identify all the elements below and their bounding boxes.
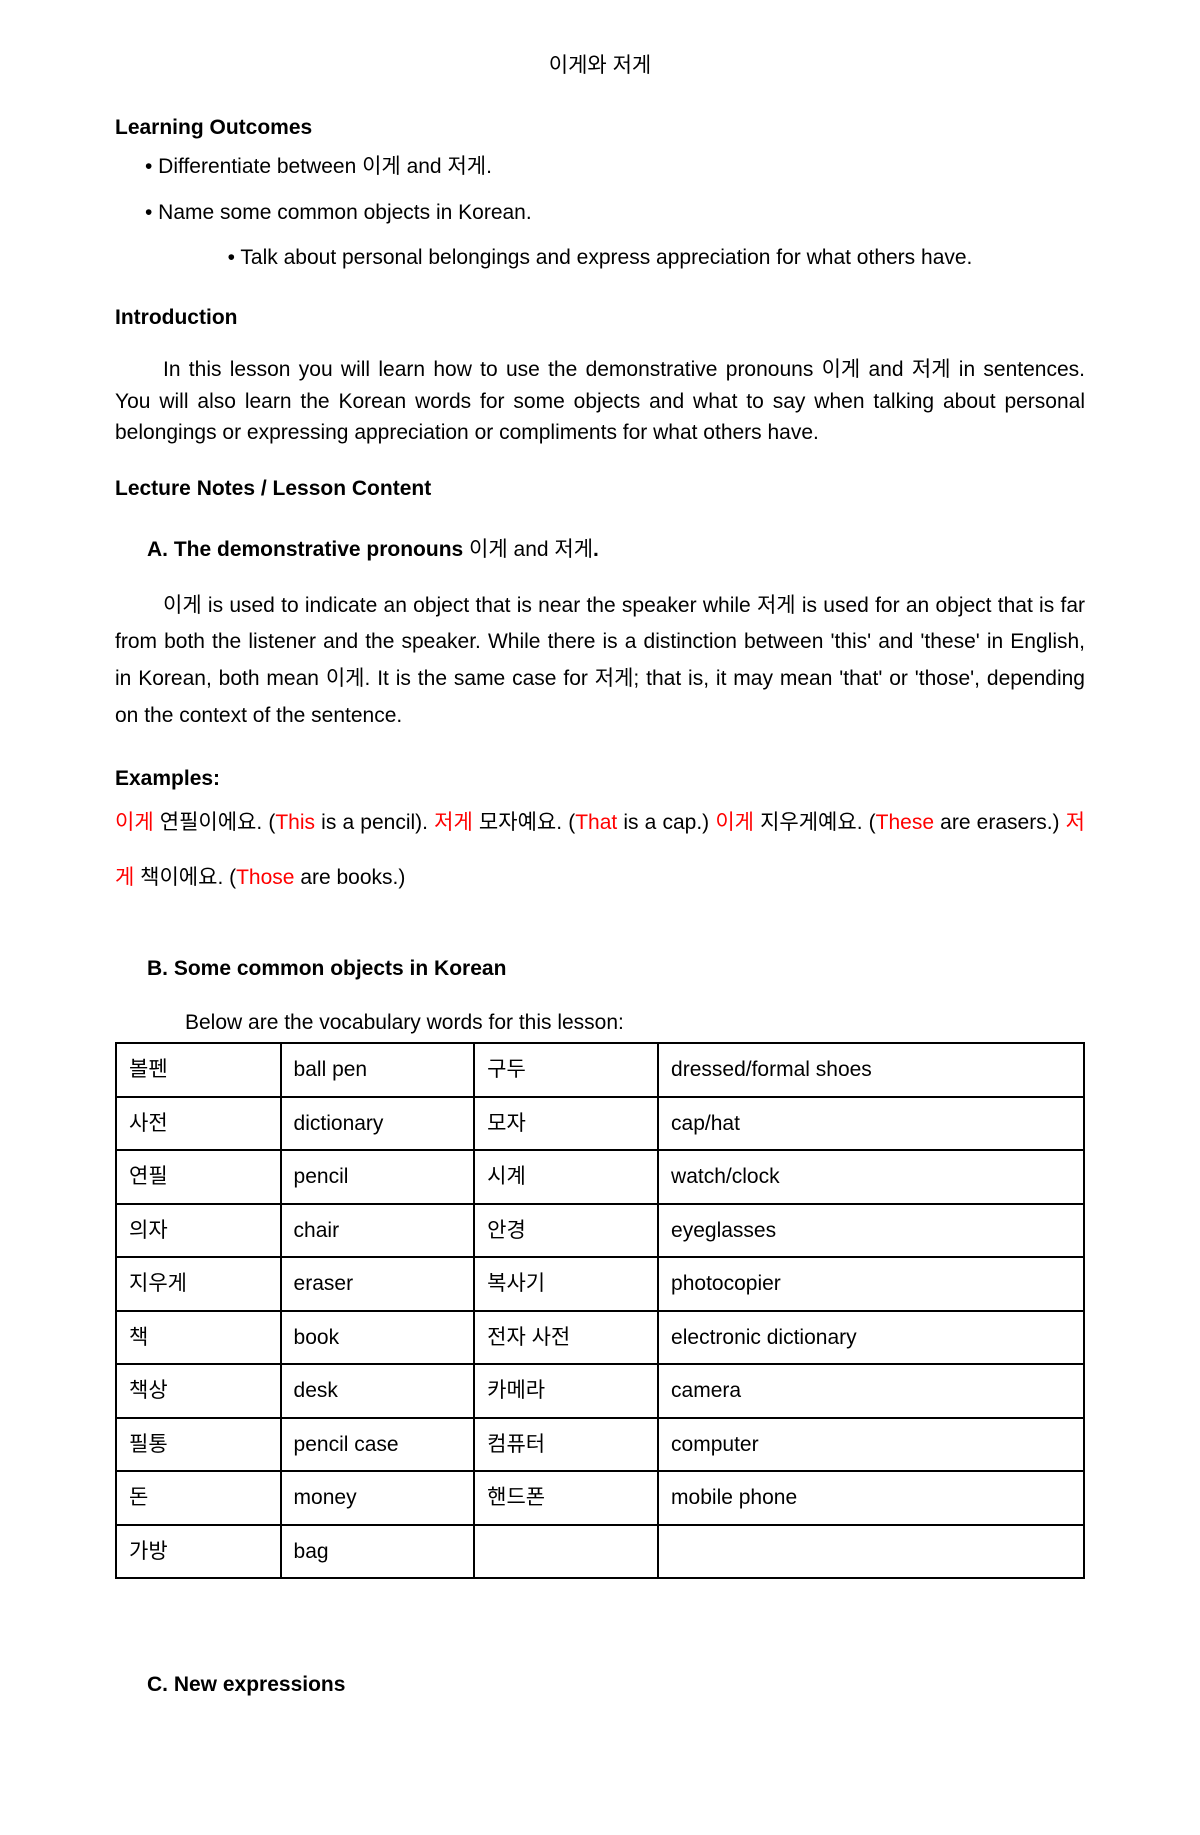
table-cell: chair bbox=[281, 1204, 475, 1258]
vocab-table: 볼펜ball pen구두dressed/formal shoes사전dictio… bbox=[115, 1042, 1085, 1579]
introduction-heading: Introduction bbox=[115, 302, 1085, 334]
example-text: 지우게예요. ( bbox=[754, 811, 876, 834]
example-red: 저게 bbox=[434, 811, 473, 834]
table-cell: ball pen bbox=[281, 1043, 475, 1097]
table-cell: pencil bbox=[281, 1150, 475, 1204]
document-page: 이게와 저게 Learning Outcomes • Differentiate… bbox=[0, 0, 1200, 1783]
example-red: Those bbox=[236, 866, 294, 889]
table-cell: electronic dictionary bbox=[658, 1311, 1084, 1365]
table-cell: eyeglasses bbox=[658, 1204, 1084, 1258]
outcome-text: • Name some common objects in Korean. bbox=[145, 201, 532, 224]
table-row: 책상desk카메라camera bbox=[116, 1364, 1084, 1418]
list-item: • Differentiate between 이게 and 저게. bbox=[115, 151, 1085, 183]
table-row: 책book전자 사전electronic dictionary bbox=[116, 1311, 1084, 1365]
table-row: 돈money핸드폰mobile phone bbox=[116, 1471, 1084, 1525]
example-red: 이게 bbox=[715, 811, 754, 834]
example-text: 책이에요. ( bbox=[134, 866, 236, 889]
table-row: 사전dictionary모자cap/hat bbox=[116, 1097, 1084, 1151]
table-cell: 핸드폰 bbox=[474, 1471, 658, 1525]
table-cell: 필통 bbox=[116, 1418, 281, 1472]
outcome-text: • Talk about personal belongings and exp… bbox=[228, 246, 973, 269]
list-item: • Talk about personal belongings and exp… bbox=[115, 242, 1085, 274]
example-text: is a cap.) bbox=[617, 811, 715, 834]
table-cell: photocopier bbox=[658, 1257, 1084, 1311]
table-cell: 볼펜 bbox=[116, 1043, 281, 1097]
table-cell: 구두 bbox=[474, 1043, 658, 1097]
table-cell: cap/hat bbox=[658, 1097, 1084, 1151]
lecture-notes-heading: Lecture Notes / Lesson Content bbox=[115, 473, 1085, 505]
table-cell: eraser bbox=[281, 1257, 475, 1311]
section-a-heading: A. The demonstrative pronouns 이게 and 저게. bbox=[147, 534, 1085, 566]
table-row: 볼펜ball pen구두dressed/formal shoes bbox=[116, 1043, 1084, 1097]
example-text: are erasers.) bbox=[934, 811, 1066, 834]
learning-outcomes-heading: Learning Outcomes bbox=[115, 112, 1085, 144]
learning-outcomes-list: • Differentiate between 이게 and 저게. • Nam… bbox=[115, 151, 1085, 274]
table-cell: 의자 bbox=[116, 1204, 281, 1258]
section-a-prefix: A. The demonstrative pronouns bbox=[147, 538, 469, 561]
table-cell: camera bbox=[658, 1364, 1084, 1418]
example-text: 모자예요. ( bbox=[473, 811, 575, 834]
table-cell: 사전 bbox=[116, 1097, 281, 1151]
table-row: 의자chair안경eyeglasses bbox=[116, 1204, 1084, 1258]
table-cell: computer bbox=[658, 1418, 1084, 1472]
table-row: 가방bag bbox=[116, 1525, 1084, 1579]
table-cell: money bbox=[281, 1471, 475, 1525]
example-red: 이게 bbox=[115, 811, 154, 834]
table-cell: pencil case bbox=[281, 1418, 475, 1472]
table-cell: 책상 bbox=[116, 1364, 281, 1418]
table-row: 지우게eraser복사기photocopier bbox=[116, 1257, 1084, 1311]
page-title: 이게와 저게 bbox=[115, 50, 1085, 82]
table-cell: watch/clock bbox=[658, 1150, 1084, 1204]
introduction-paragraph: In this lesson you will learn how to use… bbox=[115, 354, 1085, 449]
table-cell: 시계 bbox=[474, 1150, 658, 1204]
example-text: 연필이에요. ( bbox=[154, 811, 276, 834]
section-b-intro: Below are the vocabulary words for this … bbox=[185, 1007, 1085, 1039]
table-cell: bag bbox=[281, 1525, 475, 1579]
section-a-korean: 이게 and 저게 bbox=[469, 538, 593, 561]
example-text: is a pencil). bbox=[315, 811, 434, 834]
table-cell: 카메라 bbox=[474, 1364, 658, 1418]
table-cell bbox=[474, 1525, 658, 1579]
table-cell: 돈 bbox=[116, 1471, 281, 1525]
table-cell: 모자 bbox=[474, 1097, 658, 1151]
section-c-heading: C. New expressions bbox=[147, 1669, 1085, 1701]
example-red: That bbox=[575, 811, 617, 834]
table-cell: dictionary bbox=[281, 1097, 475, 1151]
table-cell: 책 bbox=[116, 1311, 281, 1365]
list-item: • Name some common objects in Korean. bbox=[115, 197, 1085, 229]
table-cell bbox=[658, 1525, 1084, 1579]
example-red: This bbox=[275, 811, 315, 834]
example-red: These bbox=[876, 811, 934, 834]
table-cell: 컴퓨터 bbox=[474, 1418, 658, 1472]
examples-body: 이게 연필이에요. (This is a pencil). 저게 모자예요. (… bbox=[115, 796, 1085, 905]
vocab-table-body: 볼펜ball pen구두dressed/formal shoes사전dictio… bbox=[116, 1043, 1084, 1578]
example-text: are books.) bbox=[294, 866, 405, 889]
table-cell: dressed/formal shoes bbox=[658, 1043, 1084, 1097]
table-cell: desk bbox=[281, 1364, 475, 1418]
table-row: 연필pencil시계watch/clock bbox=[116, 1150, 1084, 1204]
outcome-text: • Differentiate between 이게 and 저게. bbox=[145, 155, 492, 178]
table-cell: book bbox=[281, 1311, 475, 1365]
table-row: 필통pencil case컴퓨터computer bbox=[116, 1418, 1084, 1472]
table-cell: mobile phone bbox=[658, 1471, 1084, 1525]
table-cell: 지우게 bbox=[116, 1257, 281, 1311]
table-cell: 안경 bbox=[474, 1204, 658, 1258]
table-cell: 연필 bbox=[116, 1150, 281, 1204]
examples-heading: Examples: bbox=[115, 763, 1085, 795]
section-a-body: 이게 is used to indicate an object that is… bbox=[115, 588, 1085, 735]
section-a-suffix: . bbox=[593, 538, 599, 561]
table-cell: 가방 bbox=[116, 1525, 281, 1579]
table-cell: 복사기 bbox=[474, 1257, 658, 1311]
table-cell: 전자 사전 bbox=[474, 1311, 658, 1365]
section-b-heading: B. Some common objects in Korean bbox=[147, 953, 1085, 985]
